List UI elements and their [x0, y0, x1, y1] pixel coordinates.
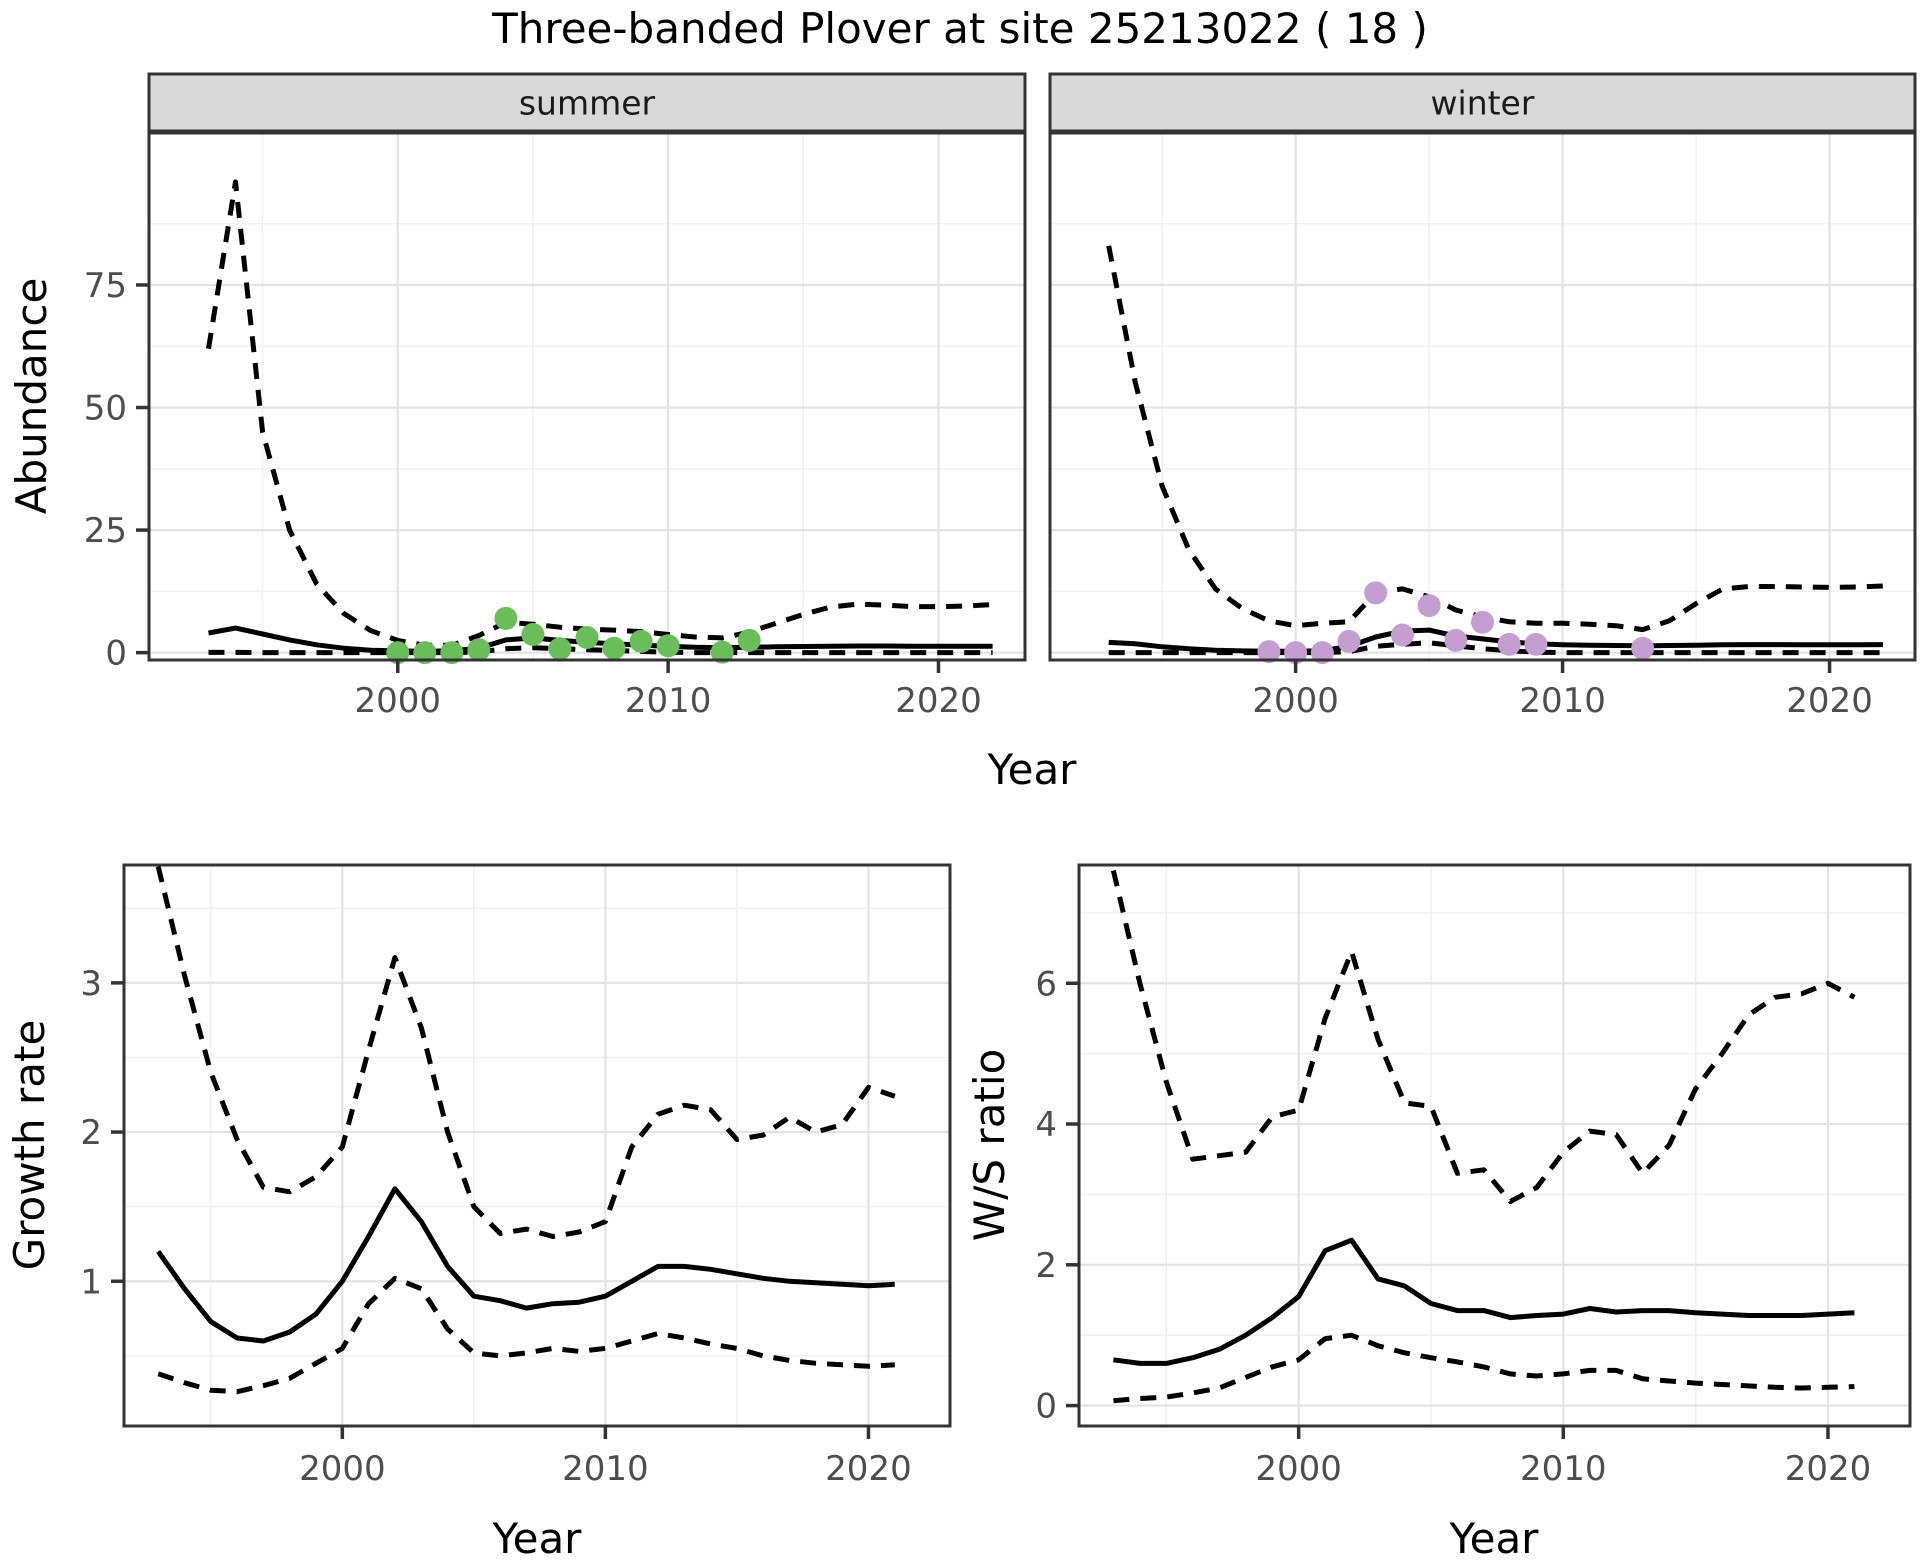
y-axis-title: W/S ratio	[965, 1049, 1014, 1242]
y-tick-label: 2	[1035, 1246, 1057, 1286]
panel-background	[124, 865, 950, 1426]
panel-background	[1050, 133, 1915, 660]
series-upper_ci	[155, 865, 896, 1239]
series-lower_ci	[1108, 640, 1883, 656]
x-tick-label: 2010	[1520, 1449, 1607, 1489]
x-axis-title: Year	[1449, 1514, 1540, 1560]
data-point-observed_counts	[521, 623, 545, 647]
panel-border	[1077, 863, 1912, 1428]
data-point-observed_counts	[494, 606, 518, 630]
x-tick-label: 2020	[1786, 681, 1873, 721]
figure-title: Three-banded Plover at site 25213022 ( 1…	[492, 4, 1428, 53]
data-point-observed_counts	[737, 628, 761, 652]
y-tick-label: 2	[80, 1113, 102, 1153]
y-tick-label: 6	[1035, 964, 1057, 1004]
series-lower_ci	[208, 645, 993, 656]
x-axis-title: Year	[492, 1514, 583, 1560]
panel-border	[1048, 131, 1917, 662]
series-median	[208, 625, 993, 654]
series-median	[1113, 1237, 1855, 1366]
y-tick-label: 25	[84, 511, 127, 551]
data-point-observed_counts	[602, 636, 626, 660]
y-axis-title: Abundance	[7, 278, 56, 515]
facet-strip	[1048, 72, 1917, 133]
data-point-observed_counts	[1337, 629, 1361, 653]
y-tick-label: 0	[105, 634, 127, 674]
data-point-observed_counts	[629, 629, 653, 653]
data-point-observed_counts	[1364, 581, 1388, 605]
data-point-observed_counts	[1524, 632, 1548, 656]
series-upper_ci	[206, 179, 993, 648]
data-point-observed_counts	[467, 638, 491, 662]
x-tick-label: 2000	[354, 681, 441, 721]
facet-label: summer	[519, 84, 656, 123]
x-tick-label: 2000	[1255, 1449, 1342, 1489]
x-tick-label: 2020	[1785, 1449, 1872, 1489]
series-upper_ci	[1110, 870, 1856, 1204]
data-point-observed_counts	[1284, 641, 1308, 665]
data-point-observed_counts	[548, 637, 572, 661]
data-point-observed_counts	[386, 641, 410, 665]
data-point-observed_counts	[656, 634, 680, 658]
y-tick-label: 50	[84, 389, 127, 429]
x-axis-title: Year	[987, 745, 1078, 794]
series-upper_ci	[1106, 245, 1884, 633]
panel-growth-rate: 2000 2010 2020 1 2 3 Growth rate Year	[5, 863, 952, 1560]
data-point-observed_counts	[1310, 641, 1334, 665]
data-point-observed_counts	[440, 641, 464, 665]
x-tick-label: 2000	[299, 1449, 386, 1489]
y-tick-label: 1	[80, 1262, 102, 1302]
x-tick-label: 2010	[625, 681, 712, 721]
panel-background	[149, 133, 1025, 660]
data-point-observed_counts	[710, 640, 734, 664]
data-point-observed_counts	[1444, 628, 1468, 652]
series-median	[156, 1186, 895, 1344]
x-tick-label: 2020	[825, 1449, 912, 1489]
x-tick-label: 2010	[1519, 681, 1606, 721]
panel-winter: winter 2000 2010 2020	[1048, 72, 1917, 721]
y-axis-title: Growth rate	[5, 1020, 54, 1271]
x-tick-label: 2020	[895, 681, 982, 721]
data-point-observed_counts	[1631, 636, 1655, 660]
panel-border	[147, 131, 1027, 662]
data-point-observed_counts	[1257, 640, 1281, 664]
series-median	[1108, 627, 1884, 654]
data-point-observed_counts	[1497, 632, 1521, 656]
data-point-observed_counts	[1471, 610, 1494, 634]
y-tick-label: 3	[80, 964, 102, 1004]
y-tick-label: 4	[1035, 1105, 1057, 1145]
y-tick-label: 75	[84, 266, 127, 306]
panel-w-s-ratio: 2000 2010 2020 0 2 4 6 W/S ratio Year	[965, 863, 1912, 1560]
facet-strip	[147, 72, 1027, 133]
data-point-observed_counts	[1417, 594, 1441, 618]
panel-background	[1079, 865, 1910, 1426]
data-point-observed_counts	[1390, 623, 1414, 647]
facet-label: winter	[1431, 84, 1535, 123]
series-lower_ci	[1113, 1332, 1855, 1404]
data-point-observed_counts	[575, 625, 599, 649]
panel-border	[122, 863, 952, 1428]
data-point-observed_counts	[413, 641, 437, 665]
x-tick-label: 2010	[562, 1449, 649, 1489]
y-tick-label: 0	[1035, 1387, 1057, 1427]
x-tick-label: 2000	[1252, 681, 1339, 721]
panel-summer: summer 2000 2010 2020 0 25 50 75 Abundance Year	[7, 72, 1078, 794]
